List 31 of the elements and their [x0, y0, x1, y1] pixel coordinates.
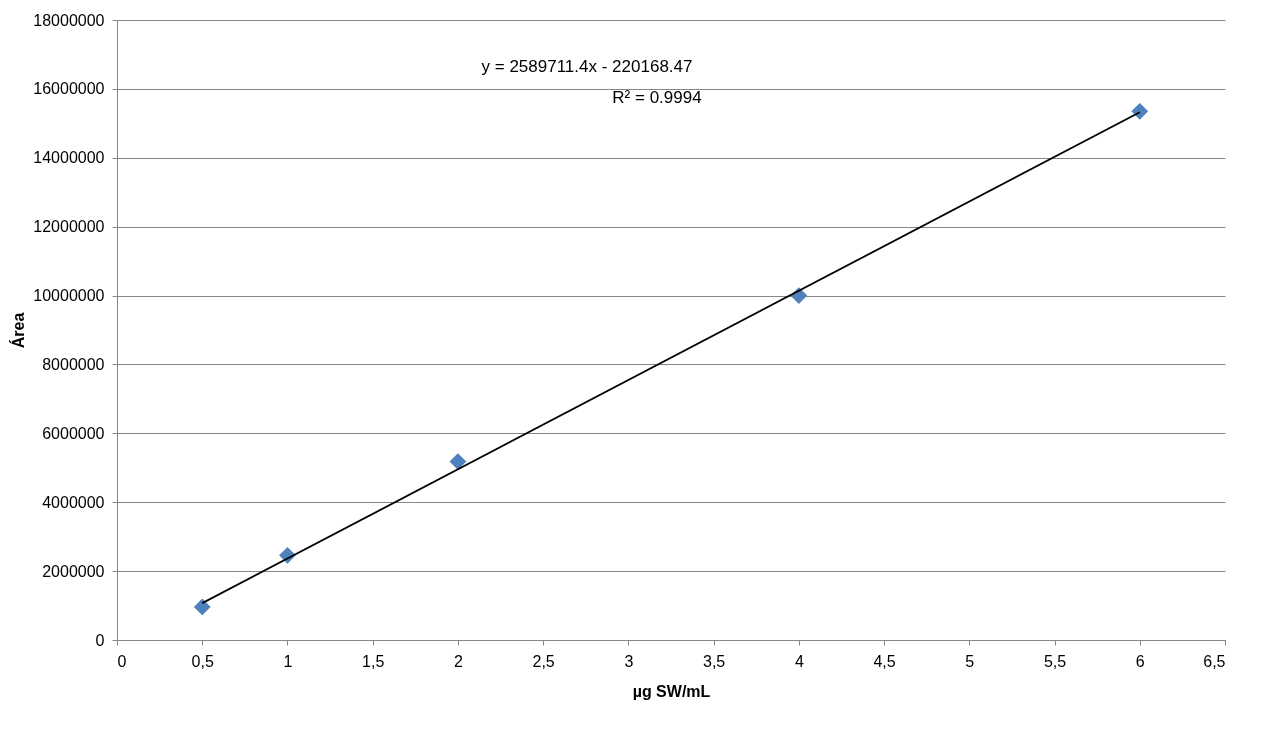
y-tick-label: 2000000 — [42, 562, 105, 580]
y-axis-title: Área — [9, 312, 28, 349]
y-tick-label: 16000000 — [33, 80, 105, 98]
point — [193, 598, 211, 616]
y-tick-label: 14000000 — [33, 149, 105, 167]
y-tick-label: 18000000 — [33, 11, 105, 29]
x-tick-label: 3 — [624, 652, 634, 670]
point — [1131, 102, 1149, 120]
y-tick-label: 10000000 — [33, 287, 105, 305]
x-tick-label: 6 — [1135, 652, 1145, 670]
y-tick-label: 0 — [95, 631, 105, 649]
x-tick-label: 1 — [283, 652, 293, 670]
x-tick-label: 3,5 — [702, 652, 726, 670]
x-tick-label: 4,5 — [873, 652, 896, 670]
x-tick-label: 2,5 — [532, 652, 555, 670]
y-tick-label: 4000000 — [42, 493, 105, 511]
y-tick-label: 12000000 — [33, 218, 105, 236]
x-tick-label: 6,5 — [1203, 652, 1226, 670]
annotation: R² = 0.9994 — [612, 88, 702, 107]
x-tick-label: 2 — [453, 652, 463, 670]
x-tick-label: 5 — [965, 652, 975, 670]
x-tick-label: 4 — [794, 652, 804, 670]
point — [449, 453, 467, 470]
x-tick-label: 1,5 — [362, 652, 385, 670]
annotation: y = 2589711.4x - 220168.47 — [481, 57, 693, 76]
y-tick-label: 6000000 — [42, 424, 105, 442]
x-tick-label: 5,5 — [1043, 652, 1067, 670]
y-tick-label: 8000000 — [42, 355, 105, 373]
x-axis-title: µg SW/mL — [632, 682, 711, 700]
x-tick-label: 0,5 — [191, 652, 214, 670]
x-tick-label: 0 — [117, 652, 127, 670]
